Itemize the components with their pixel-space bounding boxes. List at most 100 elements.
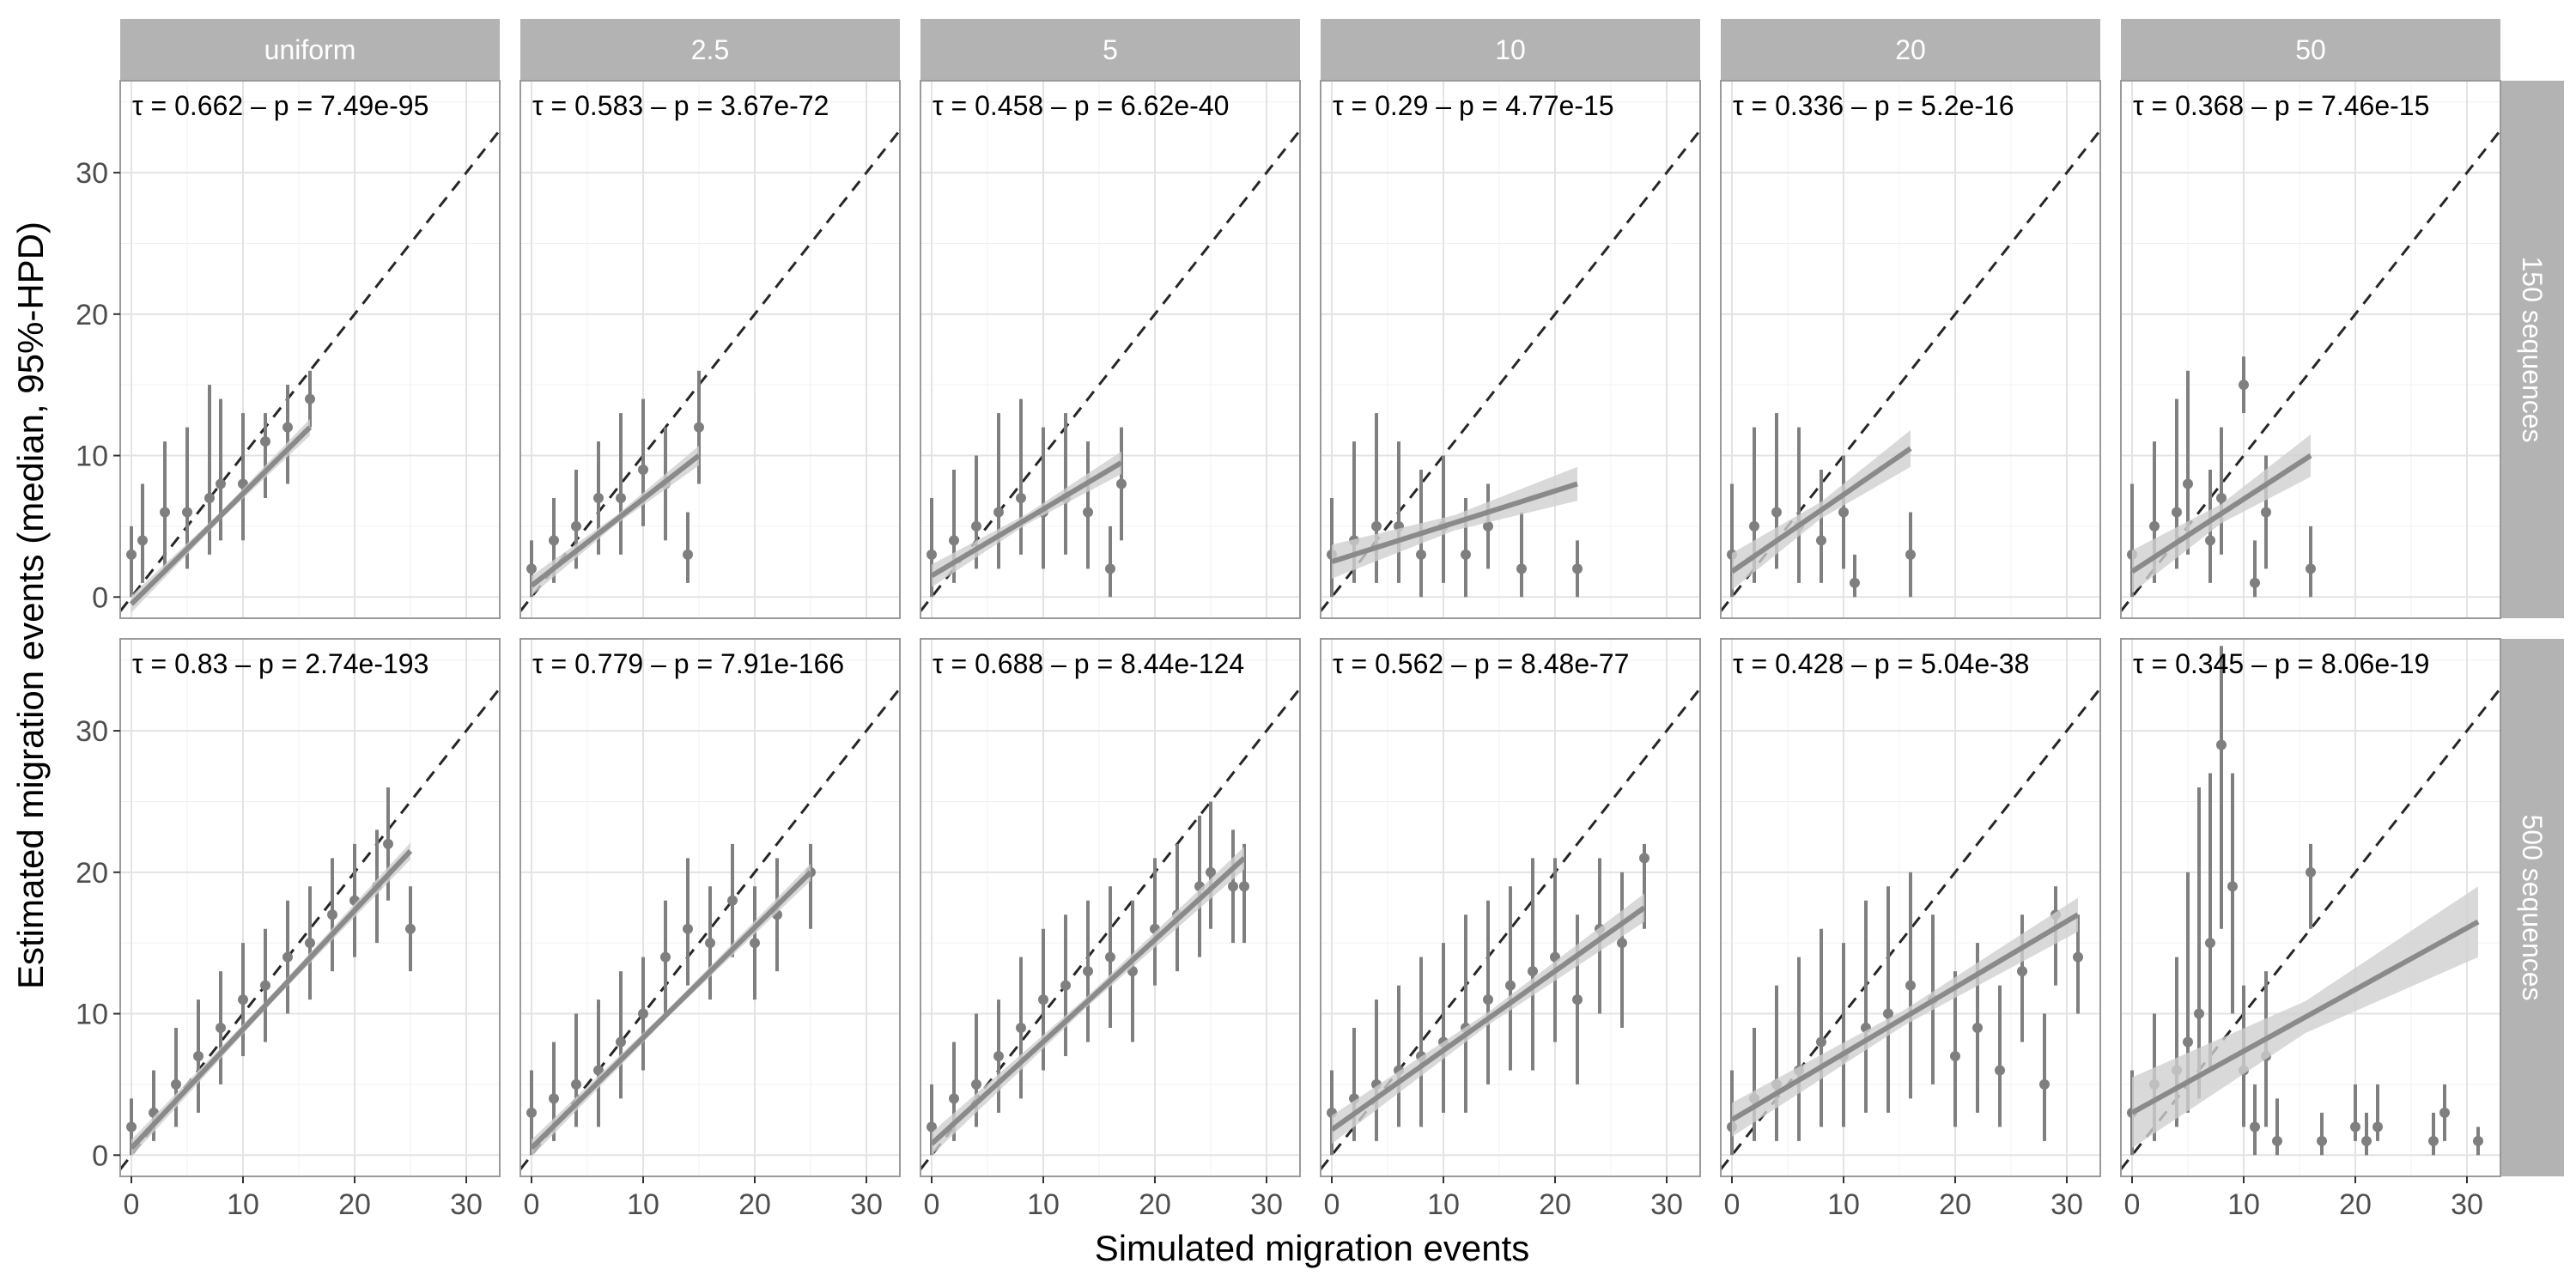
median-point <box>1060 980 1071 991</box>
median-point <box>2439 1107 2450 1118</box>
kendall-annotation: τ = 0.368 – p = 7.46e-15 <box>2133 90 2429 121</box>
median-point <box>660 951 671 963</box>
median-point <box>2306 563 2316 574</box>
regression-line <box>930 460 1123 579</box>
median-point <box>971 1078 981 1090</box>
y-tick-label: 0 <box>92 581 108 614</box>
median-point <box>1483 520 1493 532</box>
median-point <box>2250 1121 2260 1133</box>
regression-line <box>1730 912 2080 1122</box>
kendall-annotation: τ = 0.428 – p = 5.04e-38 <box>1733 648 2029 679</box>
x-tick-label: 30 <box>1650 1188 1683 1221</box>
median-point <box>1461 549 1471 560</box>
median-point <box>549 535 559 546</box>
y-tick-label: 30 <box>76 157 108 190</box>
median-point <box>694 422 704 433</box>
row-strip-label: 500 sequences <box>2517 814 2548 1000</box>
median-point <box>238 994 248 1005</box>
median-point <box>949 535 959 546</box>
x-tick-label: 30 <box>450 1188 483 1221</box>
median-point <box>405 923 416 934</box>
median-point <box>137 535 148 546</box>
kendall-annotation: τ = 0.662 – p = 7.49e-95 <box>132 90 428 121</box>
y-tick-label: 10 <box>76 999 108 1031</box>
median-point <box>1528 966 1538 977</box>
median-point <box>2205 938 2215 949</box>
y-tick-label: 20 <box>76 857 108 890</box>
median-point <box>283 951 293 963</box>
kendall-annotation: τ = 0.458 – p = 6.62e-40 <box>933 90 1229 121</box>
median-point <box>2216 739 2227 750</box>
median-point <box>1371 520 1382 532</box>
median-point <box>1850 577 1860 588</box>
regression-line <box>129 849 413 1151</box>
median-point <box>750 938 760 949</box>
regression-line <box>2130 919 2480 1115</box>
x-tick-label: 30 <box>2451 1188 2483 1221</box>
x-tick-label: 20 <box>338 1188 371 1221</box>
column-strip <box>1321 19 1700 81</box>
x-tick-label: 10 <box>227 1188 259 1221</box>
median-point <box>160 507 170 518</box>
median-point <box>2039 1078 2050 1090</box>
kendall-annotation: τ = 0.779 – p = 7.91e-166 <box>532 648 844 679</box>
median-point <box>971 520 981 532</box>
median-point <box>638 1008 648 1019</box>
x-tick-label: 10 <box>1827 1188 1860 1221</box>
x-tick-label: 30 <box>2050 1188 2083 1221</box>
x-tick-label: 0 <box>124 1188 140 1221</box>
panel: τ = 0.368 – p = 7.46e-15 <box>2119 80 2502 619</box>
column-strip-label: 5 <box>1103 34 1118 65</box>
panel-border <box>1320 638 1701 1177</box>
median-point <box>1516 563 1527 574</box>
median-point <box>1905 980 1916 991</box>
regression-line <box>1331 481 1578 564</box>
median-point <box>1905 549 1916 560</box>
median-point <box>126 549 137 560</box>
median-point <box>283 422 293 433</box>
panel: τ = 0.83 – p = 2.74e-193 0 10 20 30 0 10 20 30 <box>76 638 501 1221</box>
median-point <box>2428 1135 2439 1146</box>
median-point <box>2183 1036 2193 1048</box>
median-point <box>927 549 937 560</box>
median-point <box>993 1050 1004 1061</box>
median-point <box>1239 881 1249 892</box>
median-point <box>549 1093 559 1104</box>
column-strip <box>1721 19 2100 81</box>
kendall-annotation: τ = 0.688 – p = 8.44e-124 <box>933 648 1244 679</box>
median-point <box>2194 1008 2204 1019</box>
median-point <box>2239 380 2249 391</box>
column-strip-label: 10 <box>1495 34 1526 65</box>
panel: τ = 0.336 – p = 5.2e-16 <box>1719 80 2102 619</box>
median-point <box>1228 881 1238 892</box>
x-tick-label: 0 <box>2124 1188 2141 1221</box>
panel-border <box>519 80 901 619</box>
kendall-annotation: τ = 0.345 – p = 8.06e-19 <box>2133 648 2429 679</box>
panel-border <box>1720 80 2101 619</box>
median-point <box>2149 520 2160 532</box>
median-point <box>927 1121 937 1133</box>
x-tick-label: 30 <box>1250 1188 1283 1221</box>
median-point <box>1816 1036 1826 1048</box>
x-tick-label: 0 <box>924 1188 940 1221</box>
regression-line <box>129 425 313 606</box>
panels-layer: uniform 2.5 5 10 20 50 150 sequences 500 sequen… <box>76 19 2564 1221</box>
y-tick-label: 20 <box>76 299 108 331</box>
median-point <box>593 492 604 503</box>
median-point <box>705 938 715 949</box>
regression-line <box>529 870 813 1151</box>
median-point <box>1116 478 1127 489</box>
x-tick-label: 10 <box>1427 1188 1460 1221</box>
x-tick-label: 10 <box>2227 1188 2260 1221</box>
median-point <box>1883 1008 1893 1019</box>
median-point <box>260 980 270 991</box>
panel: τ = 0.583 – p = 3.67e-72 <box>519 80 902 619</box>
median-point <box>1038 994 1048 1005</box>
panel-border <box>119 80 501 619</box>
kendall-annotation: τ = 0.29 – p = 4.77e-15 <box>1333 90 1614 121</box>
median-point <box>2272 1135 2282 1146</box>
panel-border <box>119 638 501 1177</box>
median-point <box>1572 563 1583 574</box>
median-point <box>1639 853 1649 864</box>
